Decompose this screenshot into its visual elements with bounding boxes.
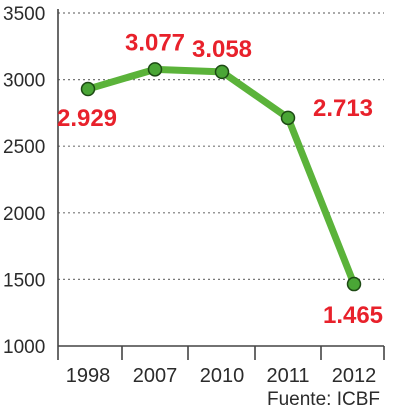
data-label: 3.058 — [192, 36, 252, 63]
y-tick-label: 1500 — [3, 270, 45, 291]
grid-lines — [58, 12, 384, 347]
x-tick-label: 2012 — [332, 365, 377, 387]
x-tick-label: 2010 — [200, 365, 245, 387]
data-point — [280, 110, 296, 126]
data-labels: 2.929 3.077 3.058 2.713 1.465 — [57, 29, 383, 329]
data-label: 2.713 — [313, 95, 373, 122]
y-tick-label: 2500 — [3, 137, 45, 158]
y-tick-label: 2000 — [3, 204, 45, 225]
y-tick-label: 1000 — [3, 337, 45, 358]
source-note: Fuente: ICBF — [267, 389, 380, 410]
data-series — [80, 62, 362, 292]
y-tick-label: 3000 — [3, 71, 45, 92]
data-label: 3.077 — [125, 29, 185, 56]
data-point — [147, 62, 163, 77]
x-axis: 1998 2007 2010 2011 2012 — [57, 346, 385, 387]
data-point — [80, 81, 96, 97]
data-label: 2.929 — [57, 105, 117, 132]
y-tick-label: 3500 — [3, 4, 45, 25]
x-tick-label: 2007 — [133, 365, 178, 387]
data-label: 1.465 — [323, 302, 383, 329]
x-tick-label: 2011 — [266, 365, 309, 387]
x-tick-label: 1998 — [66, 365, 111, 387]
data-point — [214, 64, 230, 80]
y-axis: 1000 1500 2000 2500 3000 3500 — [3, 4, 59, 358]
data-point — [346, 276, 362, 292]
